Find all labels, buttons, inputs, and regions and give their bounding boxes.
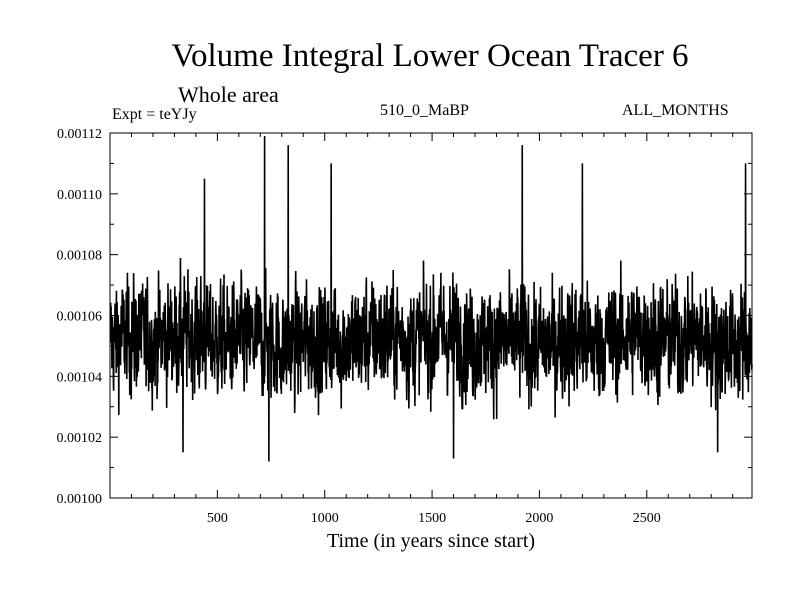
series-layer [109, 136, 753, 462]
season-label: ALL_MONTHS [622, 102, 729, 119]
y-tick-label: 0.00106 [57, 310, 103, 325]
series-line [109, 136, 753, 462]
x-tick-label: 2000 [525, 511, 553, 526]
x-tick-label: 1500 [418, 511, 446, 526]
chart-title: Volume Integral Lower Ocean Tracer 6 [171, 38, 689, 74]
y-tick-label: 0.00104 [57, 370, 103, 385]
chart-subtitle: Whole area [178, 82, 279, 107]
x-tick-label: 2500 [633, 511, 661, 526]
y-tick-label: 0.00100 [57, 492, 103, 507]
x-tick-label: 500 [207, 511, 228, 526]
run-label: 510_0_MaBP [380, 102, 469, 119]
y-tick-label: 0.00108 [57, 249, 103, 264]
x-tick-label: 1000 [311, 511, 339, 526]
y-tick-label: 0.00112 [57, 127, 102, 142]
experiment-label: Expt = teYJy [112, 106, 197, 123]
y-tick-label: 0.00110 [57, 188, 102, 203]
x-axis-label: Time (in years since start) [326, 530, 536, 552]
y-tick-label: 0.00102 [57, 431, 103, 446]
axes-layer: 0.00100 0.00102 0.00104 0.00106 0.00108 0.001… [57, 127, 753, 526]
